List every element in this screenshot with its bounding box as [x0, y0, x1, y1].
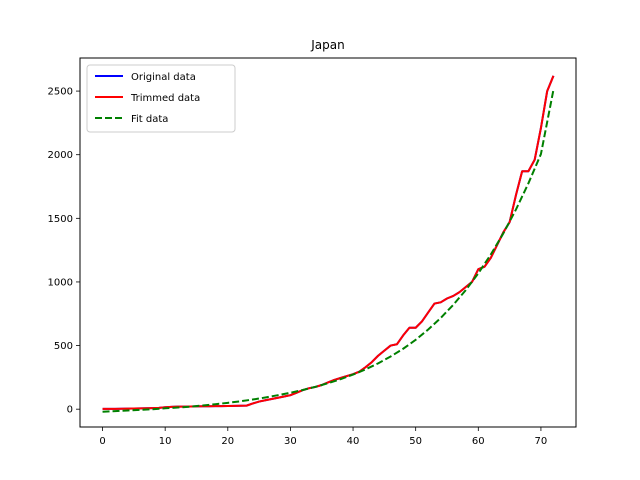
- x-tick-label: 30: [284, 436, 297, 447]
- y-tick-label: 1000: [48, 277, 73, 288]
- y-tick-label: 1500: [48, 214, 73, 225]
- x-tick-label: 40: [347, 436, 360, 447]
- legend: Original data Trimmed data Fit data: [86, 64, 236, 133]
- x-tick-label: 70: [535, 436, 548, 447]
- x-tick-label: 20: [221, 436, 234, 447]
- y-tick-label: 0: [67, 405, 73, 416]
- legend-box: [86, 64, 236, 133]
- y-tick-label: 2000: [48, 150, 73, 161]
- series-line-fit-data: [102, 89, 555, 413]
- y-tick-label: 2500: [48, 87, 73, 98]
- x-tick-label: 60: [472, 436, 485, 447]
- chart-title: Japan: [310, 38, 344, 52]
- x-tick-label: 50: [409, 436, 422, 447]
- legend-label: Trimmed data: [130, 93, 200, 104]
- legend-label: Original data: [131, 72, 196, 83]
- x-tick-label: 10: [159, 436, 172, 447]
- plot-frame: [79, 57, 577, 428]
- x-tick-label: 0: [99, 436, 105, 447]
- legend-label: Fit data: [131, 114, 168, 125]
- y-tick-label: 500: [54, 341, 73, 352]
